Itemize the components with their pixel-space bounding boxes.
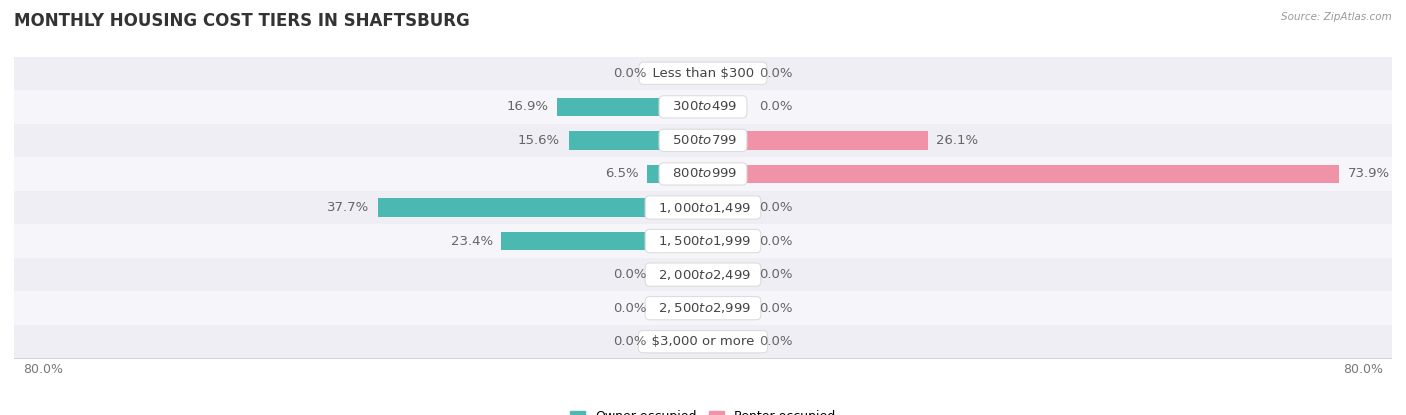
Bar [14, 258, 1392, 291]
Bar [647, 165, 703, 183]
Bar [14, 224, 1392, 258]
Bar [703, 64, 747, 83]
Text: $300 to $499: $300 to $499 [664, 100, 742, 113]
Bar [703, 165, 1340, 183]
Bar [703, 198, 747, 217]
Bar [14, 90, 1392, 124]
Text: 0.0%: 0.0% [759, 100, 793, 113]
Text: $1,500 to $1,999: $1,500 to $1,999 [650, 234, 756, 248]
Text: 0.0%: 0.0% [759, 335, 793, 348]
Bar [659, 332, 703, 351]
Bar [557, 98, 703, 116]
Text: $1,000 to $1,499: $1,000 to $1,499 [650, 200, 756, 215]
Bar [568, 131, 703, 150]
Text: 0.0%: 0.0% [759, 201, 793, 214]
Bar [14, 325, 1392, 359]
Bar [703, 332, 747, 351]
Bar [659, 265, 703, 284]
Text: 0.0%: 0.0% [613, 268, 647, 281]
Bar [659, 64, 703, 83]
Bar [14, 191, 1392, 224]
Text: $3,000 or more: $3,000 or more [643, 335, 763, 348]
Text: 0.0%: 0.0% [759, 67, 793, 80]
Text: 6.5%: 6.5% [605, 167, 638, 181]
Bar [14, 291, 1392, 325]
Bar [14, 56, 1392, 90]
Text: 0.0%: 0.0% [613, 67, 647, 80]
Bar [659, 299, 703, 317]
Text: 73.9%: 73.9% [1348, 167, 1391, 181]
Text: 0.0%: 0.0% [613, 302, 647, 315]
Text: 0.0%: 0.0% [759, 302, 793, 315]
Text: Less than $300: Less than $300 [644, 67, 762, 80]
Bar [378, 198, 703, 217]
Text: $2,000 to $2,499: $2,000 to $2,499 [650, 268, 756, 282]
Text: $800 to $999: $800 to $999 [664, 167, 742, 181]
Text: 26.1%: 26.1% [936, 134, 979, 147]
Bar [703, 232, 747, 250]
Text: 37.7%: 37.7% [328, 201, 370, 214]
Bar [703, 98, 747, 116]
Text: 23.4%: 23.4% [451, 234, 494, 248]
Text: 80.0%: 80.0% [22, 363, 63, 376]
Bar [14, 157, 1392, 191]
Text: 0.0%: 0.0% [759, 234, 793, 248]
Text: MONTHLY HOUSING COST TIERS IN SHAFTSBURG: MONTHLY HOUSING COST TIERS IN SHAFTSBURG [14, 12, 470, 30]
Bar [502, 232, 703, 250]
Text: 80.0%: 80.0% [1343, 363, 1384, 376]
Text: 15.6%: 15.6% [517, 134, 560, 147]
Legend: Owner-occupied, Renter-occupied: Owner-occupied, Renter-occupied [565, 405, 841, 415]
Text: 0.0%: 0.0% [613, 335, 647, 348]
Text: Source: ZipAtlas.com: Source: ZipAtlas.com [1281, 12, 1392, 22]
Bar [703, 131, 928, 150]
Bar [703, 299, 747, 317]
Text: 0.0%: 0.0% [759, 268, 793, 281]
Text: $2,500 to $2,999: $2,500 to $2,999 [650, 301, 756, 315]
Text: 16.9%: 16.9% [506, 100, 548, 113]
Bar [703, 265, 747, 284]
Bar [14, 124, 1392, 157]
Text: $500 to $799: $500 to $799 [664, 134, 742, 147]
